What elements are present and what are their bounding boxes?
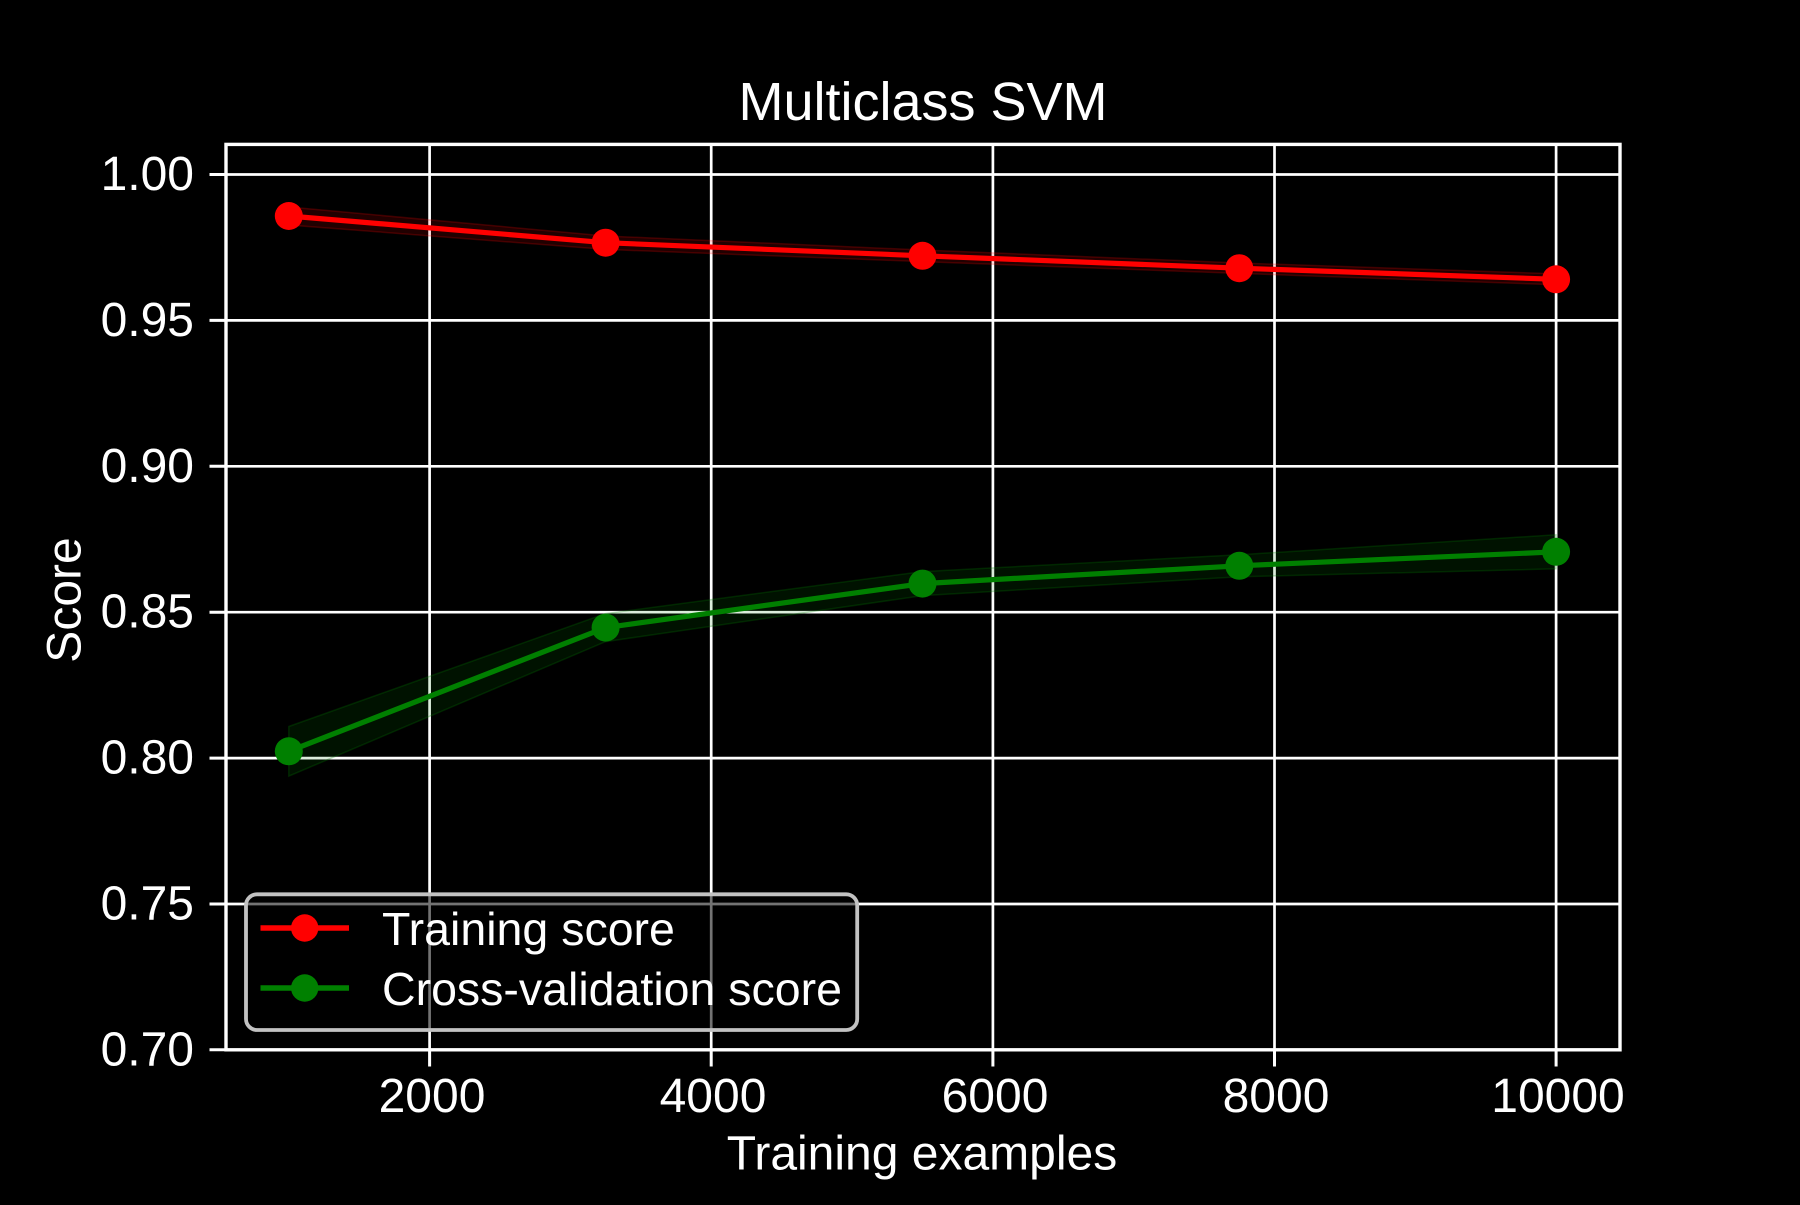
svg-text:1.00: 1.00: [101, 148, 194, 201]
svg-text:4000: 4000: [660, 1070, 767, 1123]
svg-text:Multiclass SVM: Multiclass SVM: [738, 72, 1107, 132]
svg-text:0.70: 0.70: [101, 1023, 194, 1076]
svg-text:0.85: 0.85: [101, 586, 194, 639]
svg-text:Training examples: Training examples: [727, 1128, 1117, 1181]
svg-text:6000: 6000: [942, 1070, 1049, 1123]
svg-text:0.90: 0.90: [101, 440, 194, 493]
svg-text:0.80: 0.80: [101, 732, 194, 785]
svg-text:8000: 8000: [1223, 1070, 1330, 1123]
svg-text:Training score: Training score: [382, 903, 675, 955]
svg-text:Score: Score: [39, 537, 92, 662]
svg-text:Cross-validation score: Cross-validation score: [382, 963, 842, 1015]
svg-text:0.75: 0.75: [101, 878, 194, 931]
svg-text:2000: 2000: [379, 1070, 486, 1123]
svg-text:0.95: 0.95: [101, 294, 194, 347]
svg-text:10000: 10000: [1491, 1070, 1624, 1123]
